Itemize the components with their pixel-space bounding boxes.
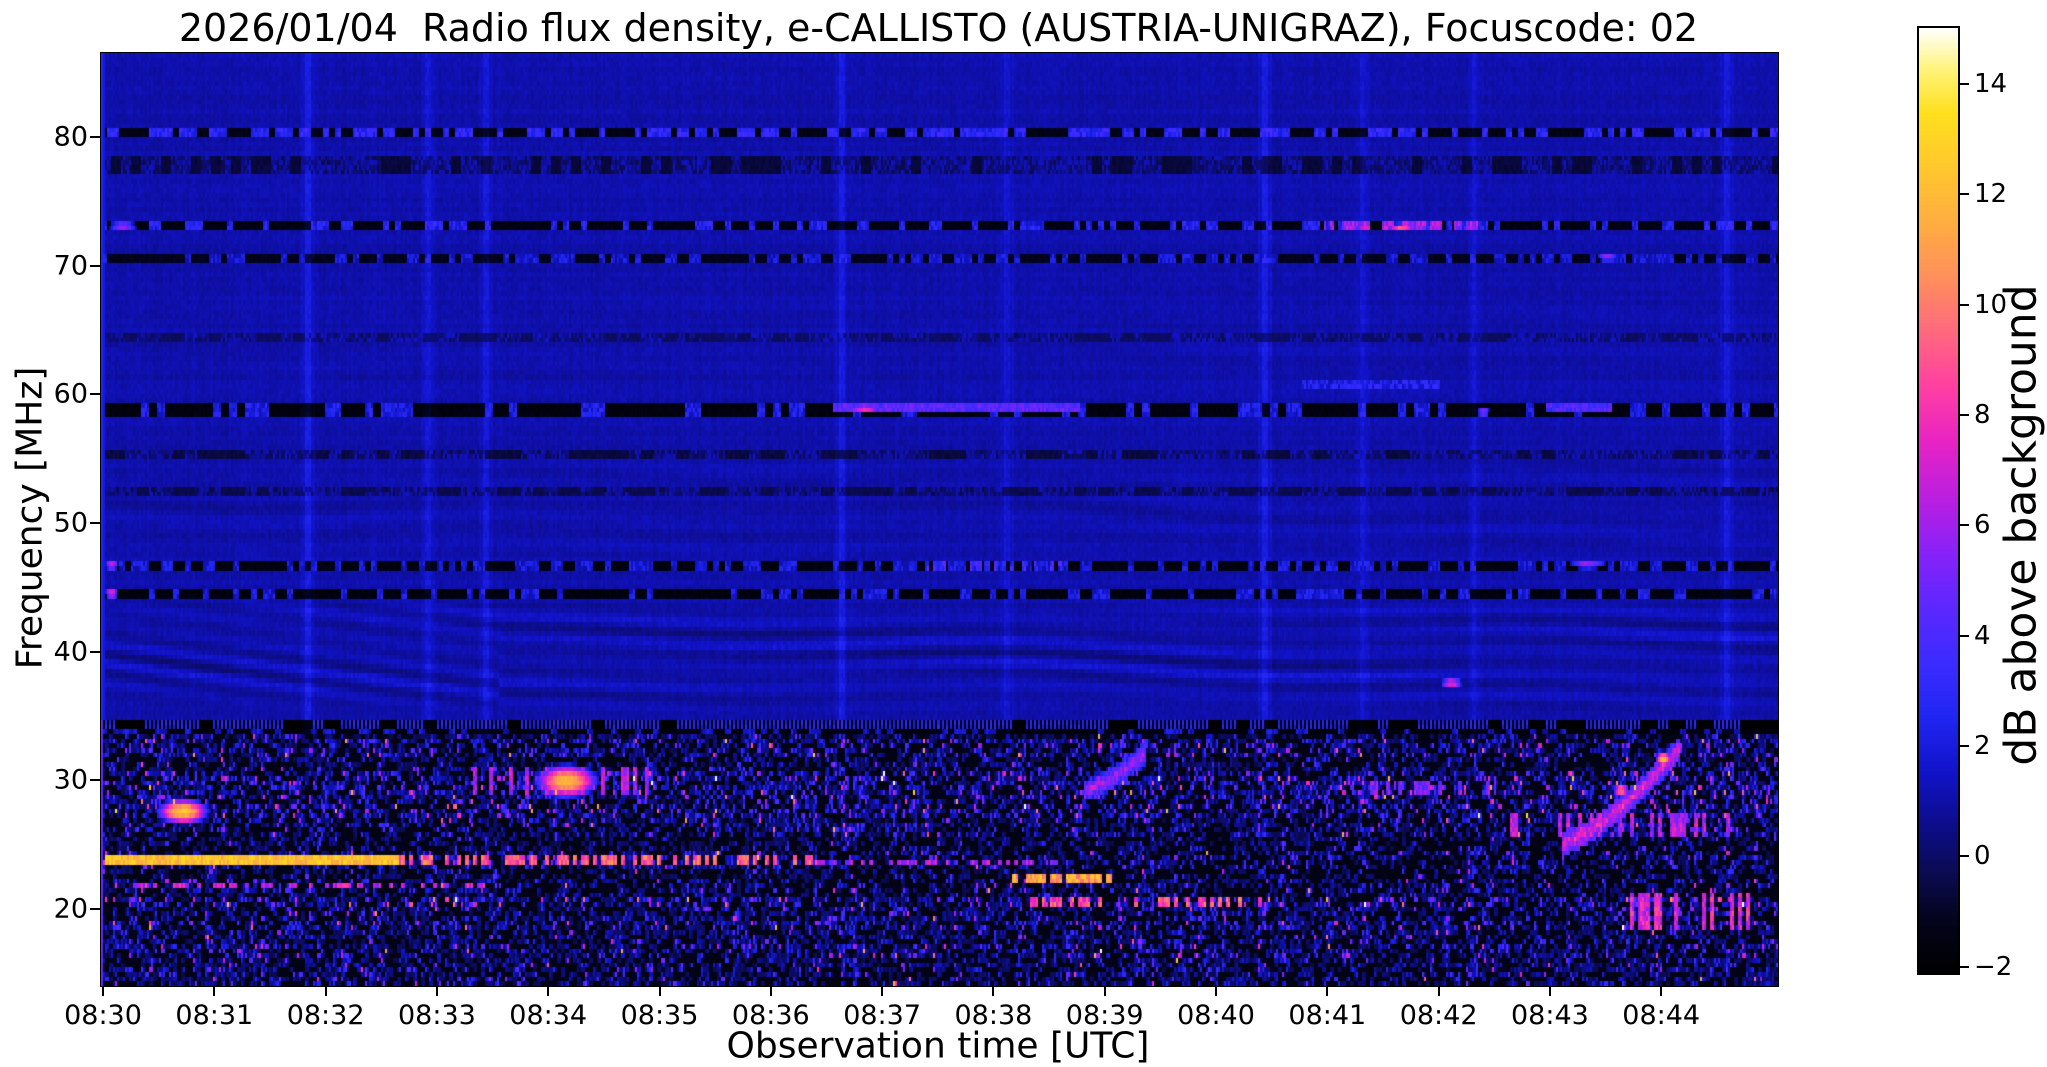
x-tick-mark xyxy=(213,986,216,996)
x-tick-mark xyxy=(1326,986,1329,996)
x-tick-label: 08:40 xyxy=(1177,1000,1255,1031)
y-tick-label: 50 xyxy=(53,507,88,539)
colorbar-tick-label: 10 xyxy=(1974,289,2008,320)
colorbar-tick-mark xyxy=(1960,745,1969,748)
colorbar-tick-mark xyxy=(1960,524,1969,527)
x-tick-mark xyxy=(1548,986,1551,996)
x-tick-mark xyxy=(1437,986,1440,996)
x-tick-label: 08:36 xyxy=(731,1000,810,1031)
x-tick-mark xyxy=(1215,986,1217,996)
x-tick-label: 08:43 xyxy=(1510,1000,1589,1031)
colorbar-tick-mark xyxy=(1960,634,1969,637)
x-tick-label: 08:37 xyxy=(843,1000,921,1031)
colorbar-tick-label: 12 xyxy=(1974,179,2008,210)
y-tick-label: 40 xyxy=(53,636,88,668)
x-tick-label: 08:34 xyxy=(509,1000,588,1031)
x-tick-mark xyxy=(658,986,661,996)
y-tick-mark xyxy=(90,650,100,653)
colorbar-tick-mark xyxy=(1960,303,1969,306)
y-axis-label: Frequency [MHz] xyxy=(9,366,51,670)
y-tick-label: 70 xyxy=(53,250,88,282)
colorbar-gradient-canvas xyxy=(1919,28,1958,973)
x-tick-label: 08:31 xyxy=(175,1000,254,1031)
x-tick-mark xyxy=(1660,986,1663,996)
y-tick-label: 30 xyxy=(53,764,88,796)
y-tick-mark xyxy=(90,135,100,138)
colorbar xyxy=(1917,26,1960,975)
x-tick-label: 08:35 xyxy=(620,1000,699,1031)
x-tick-mark xyxy=(547,986,550,996)
x-tick-mark xyxy=(102,986,104,996)
x-tick-label: 08:33 xyxy=(397,1000,476,1031)
x-tick-label: 08:44 xyxy=(1622,1000,1701,1031)
x-tick-label: 08:30 xyxy=(64,1000,142,1031)
colorbar-tick-mark xyxy=(1960,965,1969,968)
y-tick-mark xyxy=(90,522,100,524)
colorbar-tick-label: 4 xyxy=(1974,620,1991,651)
x-tick-label: 08:39 xyxy=(1065,1000,1144,1031)
spectrogram-canvas xyxy=(101,53,1778,986)
colorbar-tick-mark xyxy=(1960,413,1969,416)
x-tick-label: 08:32 xyxy=(286,1000,365,1031)
x-tick-mark xyxy=(1103,986,1106,996)
colorbar-tick-label: 8 xyxy=(1974,399,1991,430)
colorbar-tick-label: 14 xyxy=(1974,68,2008,99)
x-tick-mark xyxy=(881,986,884,996)
x-tick-label: 08:41 xyxy=(1288,1000,1367,1031)
x-tick-label: 08:38 xyxy=(954,1000,1033,1031)
chart-title: 2026/01/04 Radio flux density, e-CALLIST… xyxy=(178,6,1699,50)
x-tick-mark xyxy=(769,986,772,996)
colorbar-label: dB above background xyxy=(1995,284,2047,766)
y-tick-label: 80 xyxy=(53,121,88,153)
y-tick-label: 60 xyxy=(53,378,88,410)
x-tick-mark xyxy=(435,986,438,996)
x-tick-label: 08:42 xyxy=(1399,1000,1478,1031)
x-tick-mark xyxy=(324,986,327,996)
colorbar-tick-mark xyxy=(1960,193,1969,196)
colorbar-tick-label: −2 xyxy=(1974,951,2013,982)
y-tick-mark xyxy=(90,393,100,396)
colorbar-tick-mark xyxy=(1960,855,1969,858)
y-tick-mark xyxy=(90,908,100,911)
spectrogram-plot-area xyxy=(100,52,1779,987)
y-tick-mark xyxy=(90,779,100,782)
colorbar-tick-label: 2 xyxy=(1974,731,1991,762)
y-tick-mark xyxy=(90,264,100,267)
x-axis-label: Observation time [UTC] xyxy=(726,1025,1150,1067)
colorbar-tick-mark xyxy=(1960,82,1969,85)
colorbar-tick-label: 6 xyxy=(1974,510,1991,541)
x-tick-mark xyxy=(992,986,995,996)
colorbar-tick-label: 0 xyxy=(1974,841,1991,872)
y-tick-label: 20 xyxy=(53,893,88,925)
